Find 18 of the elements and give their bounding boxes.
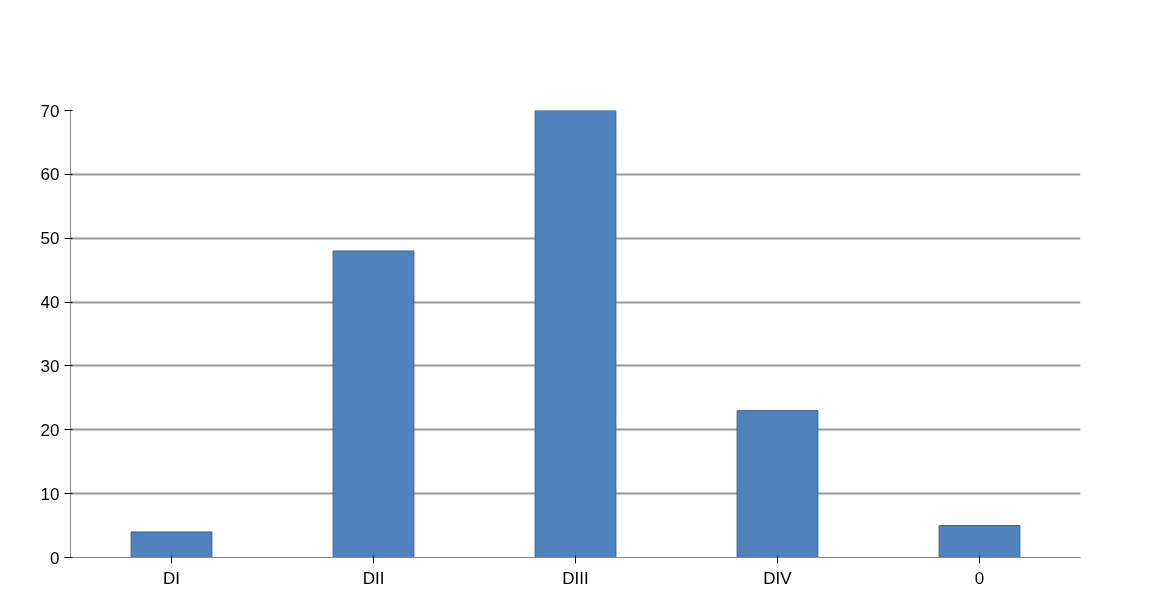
y-tick-label: 30 <box>40 356 60 376</box>
y-tick-label: 60 <box>40 165 60 185</box>
y-tick-label: 20 <box>40 420 60 440</box>
x-tick-label: DIII <box>562 568 589 588</box>
x-tick-label: DI <box>163 568 180 588</box>
y-tick-label: 0 <box>50 548 60 568</box>
x-tick-label: DIV <box>763 568 793 588</box>
y-tick-label: 50 <box>40 229 60 249</box>
bar <box>938 525 1021 558</box>
bar <box>736 410 819 558</box>
bar <box>534 110 617 558</box>
y-tick-label: 40 <box>40 293 60 313</box>
x-tick-label: DII <box>362 568 385 588</box>
y-tick-label: 10 <box>40 484 60 504</box>
bar <box>130 531 213 558</box>
y-tick-label: 70 <box>40 101 60 121</box>
x-tick-label: 0 <box>974 568 985 588</box>
bar <box>332 250 415 558</box>
